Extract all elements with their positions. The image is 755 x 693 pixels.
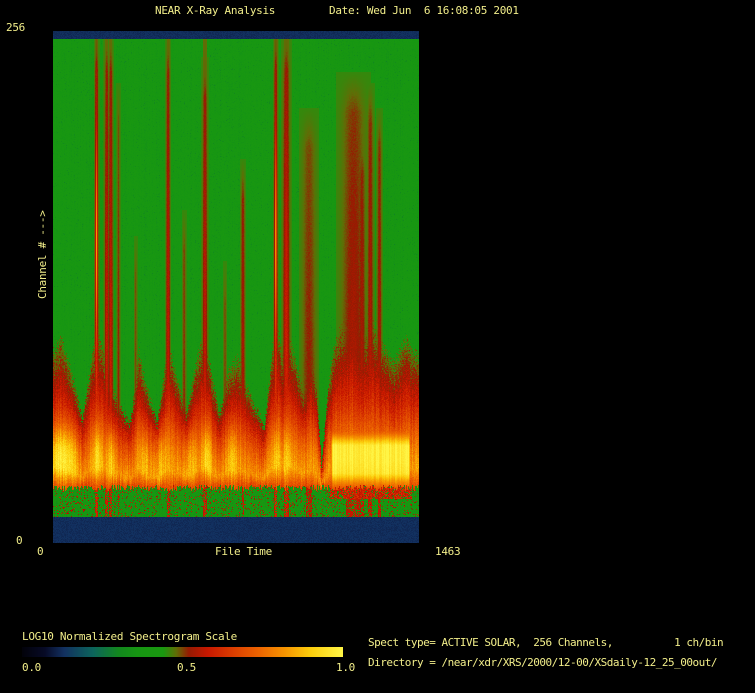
colorbar-tick-min: 0.0 [22, 661, 41, 674]
page-title: NEAR X-Ray Analysis [155, 4, 276, 17]
y-axis-label: Channel # ---> [36, 210, 49, 299]
y-axis-max-tick: 256 [6, 21, 25, 34]
date-label: Date: Wed Jun 6 16:08:05 2001 [329, 4, 519, 17]
colorbar-title: LOG10 Normalized Spectrogram Scale [22, 630, 237, 643]
colorbar-tick-mid: 0.5 [177, 661, 196, 674]
directory-info: Directory = /near/xdr/XRS/2000/12-00/XSd… [368, 656, 718, 669]
x-axis-max-tick: 1463 [435, 545, 461, 558]
colorbar-tick-max: 1.0 [336, 661, 355, 674]
x-axis-label: File Time [215, 545, 272, 558]
spectrogram-image [53, 31, 419, 543]
x-axis-min-tick: 0 [37, 545, 44, 558]
spect-type-info: Spect type= ACTIVE SOLAR, 256 Channels, … [368, 636, 724, 649]
colorbar-gradient [22, 647, 343, 657]
y-axis-min-tick: 0 [16, 534, 23, 547]
